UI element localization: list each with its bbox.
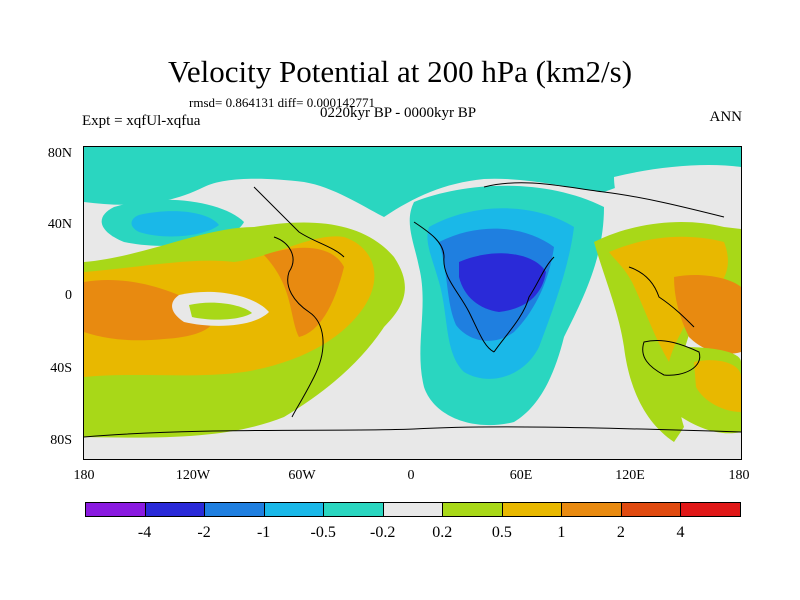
colorbar (85, 502, 741, 517)
lat-label-40s: 40S (50, 361, 72, 376)
contour-region (694, 360, 741, 412)
colorbar-label: 2 (616, 524, 625, 541)
lon-label-60e: 60E (509, 468, 533, 483)
contour-region (84, 147, 741, 217)
colorbar-label: 0.5 (491, 524, 512, 541)
contour-region (609, 236, 728, 362)
plot-title: Velocity Potential at 200 hPa (km2/s) (167, 54, 633, 89)
contour-region (459, 253, 546, 312)
lon-label-180e: 180 (728, 468, 750, 483)
africa-west-coast (413, 221, 495, 353)
colorbar-swatch (263, 502, 325, 517)
americas-coast (273, 236, 324, 418)
colorbar-label: 0.2 (432, 524, 453, 541)
lon-label-120w: 120W (175, 468, 211, 483)
colorbar-swatch (204, 502, 265, 517)
colorbar-swatch (620, 502, 682, 517)
colorbar-label: 1 (557, 524, 566, 541)
antarctica-coast (84, 426, 741, 438)
lon-label-180w: 180 (73, 468, 95, 483)
contour-region (614, 165, 741, 227)
contour-region (189, 302, 252, 320)
colorbar-swatch (144, 502, 206, 517)
map-plot (83, 146, 742, 460)
colorbar-swatch (442, 502, 503, 517)
colorbar-swatch (323, 502, 384, 517)
colorbar-label: -1 (256, 524, 271, 541)
north-america-coast (253, 186, 345, 258)
colorbar-swatch (561, 502, 622, 517)
lon-label-120e: 120E (615, 468, 645, 483)
contour-region (264, 247, 344, 337)
contour-region (131, 211, 219, 237)
period-label: 0220kyr BP - 0000kyr BP (320, 105, 477, 121)
eurasia-coast (483, 182, 725, 218)
lon-label-60w: 60W (288, 468, 316, 483)
australia-coast (642, 339, 701, 376)
colorbar-swatch (382, 502, 444, 517)
colorbar-swatch (85, 502, 146, 517)
colorbar-swatch (680, 502, 741, 517)
colorbar-swatch (501, 502, 563, 517)
lat-label-40n: 40N (47, 217, 72, 232)
experiment-label: Expt = xqfUl-xqfua (82, 113, 201, 129)
stats-text: rmsd= 0.864131 diff= 0.000142771 (189, 95, 375, 110)
lat-label-80s: 80S (50, 433, 72, 448)
colorbar-label: -0.2 (370, 524, 396, 541)
africa-east-coast (493, 256, 555, 353)
colorbar-label: -2 (197, 524, 211, 541)
contour-map (84, 147, 741, 459)
contour-region (84, 279, 213, 341)
lat-label-0: 0 (65, 288, 72, 303)
colorbar-label: -4 (137, 524, 152, 541)
colorbar-label: -0.5 (310, 524, 336, 541)
lon-label-0: 0 (407, 468, 415, 483)
season-label: ANN (709, 109, 743, 125)
colorbar-label: 4 (676, 524, 685, 541)
asia-coast (628, 266, 695, 328)
lat-label-80n: 80N (47, 146, 72, 161)
contour-region (674, 275, 741, 354)
